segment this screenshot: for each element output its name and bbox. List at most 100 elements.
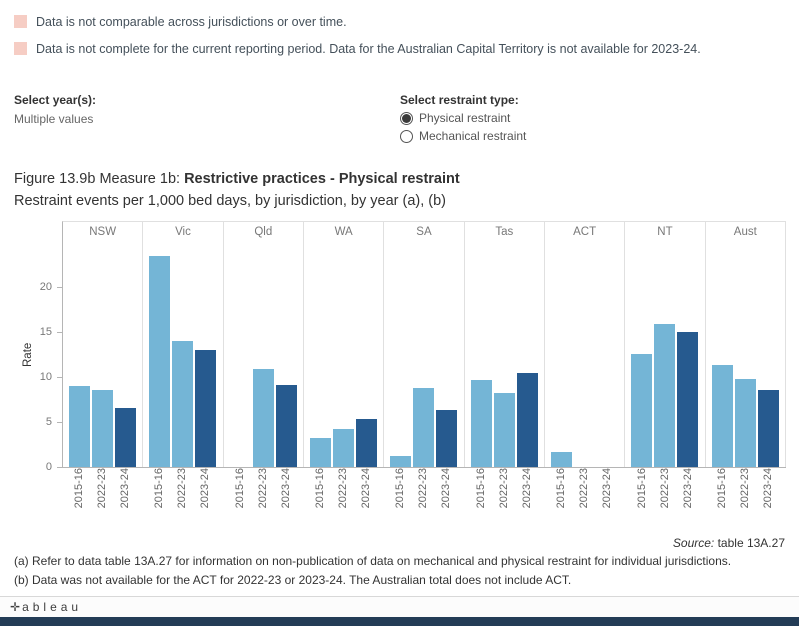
x-label-group: 2015-16 2022-23 2023-24 [625,468,705,530]
column-header: NT [657,225,673,238]
note-color-swatch [14,15,27,28]
figure-title: Figure 13.9b Measure 1b: Restrictive pra… [14,169,785,191]
bar-slot [631,242,653,467]
note-text: Data is not comparable across jurisdicti… [36,15,347,29]
bar-wa-2023-24[interactable] [356,418,378,467]
y-tick-mark [57,286,62,288]
y-axis: 0 5 10 15 20 [14,221,62,473]
bar-nt-2022-23[interactable] [654,324,676,467]
bar-sa-2015-16[interactable] [390,455,412,467]
x-tick-label: 2022-23 [337,467,350,508]
bar-slot [390,242,412,467]
x-label-slot: 2022-23 [253,468,274,530]
note-color-swatch [14,42,27,55]
x-label-slot: 2015-16 [69,468,90,530]
radio-option-label: Mechanical restraint [419,129,527,143]
bar-vic-2023-24[interactable] [195,349,217,467]
column-header: Tas [495,225,514,238]
x-label-slot: 2022-23 [574,468,595,530]
tableau-logo-text: ableau [22,600,83,614]
x-tick-label: 2023-24 [440,467,453,508]
bar-vic-2022-23[interactable] [172,341,194,467]
footer-toolbar: ✛ ableau [0,596,799,617]
bar-wa-2015-16[interactable] [310,437,332,467]
radio-option-label: Physical restraint [419,111,511,125]
x-tick-label: 2022-23 [578,467,591,508]
bar-nsw-2022-23[interactable] [92,390,114,467]
jurisdiction-panel-wa: WA [304,221,385,467]
bar-nt-2015-16[interactable] [631,354,653,467]
footnote-a: (a) Refer to data table 13A.27 for infor… [14,553,732,568]
bar-aust-2015-16[interactable] [711,364,733,467]
bar-tas-2015-16[interactable] [470,380,492,467]
x-label-slot: 2023-24 [356,468,377,530]
bar-slot [172,242,194,467]
x-tick-label: 2022-23 [256,467,269,508]
bar-vic-2015-16[interactable] [149,255,171,467]
x-axis-labels: 2015-16 2022-23 2023-24 2015-16 2022-23 2023-… [62,468,786,530]
bar-nsw-2023-24[interactable] [115,408,137,467]
x-label-slot: 2023-24 [195,468,216,530]
x-tick-label: 2023-24 [118,467,131,508]
tableau-logo[interactable]: ✛ ableau [10,600,82,614]
bar-slot [413,242,435,467]
radio-option-physical[interactable]: Physical restraint [400,111,526,125]
plot-region: NSW Vic Qld WA SA Tas ACT NT Aust 2015-16 2022-23… [62,220,786,530]
x-label-group: 2015-16 2022-23 2023-24 [303,468,383,530]
bar-sa-2022-23[interactable] [413,388,435,467]
bar-wa-2022-23[interactable] [333,428,355,467]
x-label-slot: 2015-16 [310,468,331,530]
x-label-slot: 2015-16 [551,468,572,530]
bar-aust-2022-23[interactable] [734,379,756,467]
bar-sa-2023-24[interactable] [436,409,458,467]
restraint-type-filter: Select restraint type: Physical restrain… [400,93,526,143]
plot-area [143,242,222,467]
y-tick-mark [57,421,62,423]
x-label-slot: 2015-16 [390,468,411,530]
plot-area [706,242,785,467]
bar-slot [757,242,779,467]
bar-slot [92,242,114,467]
x-tick-label: 2022-23 [497,467,510,508]
radio-option-mechanical[interactable]: Mechanical restraint [400,129,526,143]
source-label: Source: [672,535,715,550]
column-header: Qld [254,225,273,238]
note-text: Data is not complete for the current rep… [36,42,701,56]
x-label-slot: 2023-24 [597,468,618,530]
year-filter-value[interactable]: Multiple values [14,112,94,126]
x-tick-label: 2023-24 [360,467,373,508]
x-label-group: 2015-16 2022-23 2023-24 [706,468,786,530]
x-tick-label: 2015-16 [153,467,166,508]
x-tick-label: 2022-23 [417,467,430,508]
jurisdiction-panel-sa: SA [384,221,465,467]
bar-qld-2023-24[interactable] [275,384,297,467]
chart-columns: NSW Vic Qld WA SA Tas ACT NT Aust [62,220,786,468]
bar-slot [470,242,492,467]
bar-tas-2022-23[interactable] [493,392,515,467]
source-table: table 13A.27 [714,535,785,550]
plot-area [63,242,142,467]
year-filter: Select year(s): Multiple values [14,93,400,143]
x-label-slot: 2022-23 [172,468,193,530]
bar-aust-2023-24[interactable] [757,390,779,467]
x-tick-label: 2023-24 [601,467,614,508]
notes-legend: Data is not comparable across jurisdicti… [0,0,799,57]
radio-button-icon[interactable] [400,111,413,125]
radio-button-icon[interactable] [400,129,413,143]
bar-act-2015-16[interactable] [551,452,573,467]
y-tick-label: 20 [39,280,52,293]
x-tick-label: 2015-16 [314,467,327,508]
bar-nt-2023-24[interactable] [677,332,699,467]
title-main: Restrictive practices - Physical restrai… [184,171,460,187]
x-label-group: 2015-16 2022-23 2023-24 [223,468,303,530]
title-prefix: Figure 13.9b Measure 1b: [14,171,185,187]
bar-tas-2023-24[interactable] [516,372,538,467]
plot-area [465,242,544,467]
bar-slot [677,242,699,467]
bar-nsw-2015-16[interactable] [69,386,91,467]
bar-qld-2022-23[interactable] [252,369,274,467]
x-tick-label: 2015-16 [555,467,568,508]
bar-chart: Rate 0 5 10 15 20 NSW Vic Qld WA SA Tas ACT NT Aust … [14,220,786,530]
restraint-type-label: Select restraint type: [400,93,519,107]
x-tick-label: 2022-23 [95,467,108,508]
